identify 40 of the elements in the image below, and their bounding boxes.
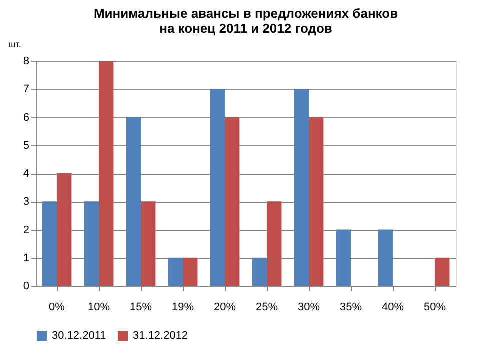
x-tick-label: 0% <box>49 302 66 314</box>
bar <box>84 202 99 286</box>
bar <box>252 258 267 286</box>
x-tick-label: 15% <box>130 302 152 314</box>
bar <box>126 117 141 286</box>
x-tick-label: 35% <box>340 302 362 314</box>
x-tick-label: 20% <box>214 302 236 314</box>
bar <box>267 202 282 286</box>
bar <box>183 258 198 286</box>
x-tick-label: 50% <box>424 302 446 314</box>
bar <box>57 174 72 286</box>
bar <box>225 117 240 286</box>
y-tick-label: 6 <box>23 112 30 124</box>
x-tick-label: 25% <box>256 302 278 314</box>
x-tick-label: 10% <box>88 302 110 314</box>
y-tick-label: 4 <box>23 168 30 180</box>
x-tick-label: 30% <box>298 302 320 314</box>
y-tick-label: 3 <box>23 196 30 208</box>
y-axis-title: шт. <box>8 40 22 50</box>
y-tick-label: 5 <box>23 140 30 152</box>
bar <box>336 230 351 286</box>
y-tick-label: 8 <box>23 56 30 68</box>
bar <box>99 61 114 286</box>
bar <box>378 230 393 286</box>
legend-label: 30.12.2011 <box>52 330 106 342</box>
chart-title: Минимальные авансы в предложениях банков на конец 2011 и 2012 годов <box>94 6 398 36</box>
bar <box>435 258 450 286</box>
x-tick-label: 19% <box>172 302 194 314</box>
bar <box>210 89 225 286</box>
bar <box>42 202 57 286</box>
y-tick-label: 2 <box>23 224 30 236</box>
bar <box>309 117 324 286</box>
bar <box>168 258 183 286</box>
bar <box>141 202 156 286</box>
y-tick-label: 0 <box>23 280 30 292</box>
y-tick-label: 1 <box>23 252 30 264</box>
x-tick-label: 40% <box>382 302 404 314</box>
y-tick-label: 7 <box>23 84 30 96</box>
legend-label: 31.12.2012 <box>133 330 188 342</box>
bar <box>294 89 309 286</box>
